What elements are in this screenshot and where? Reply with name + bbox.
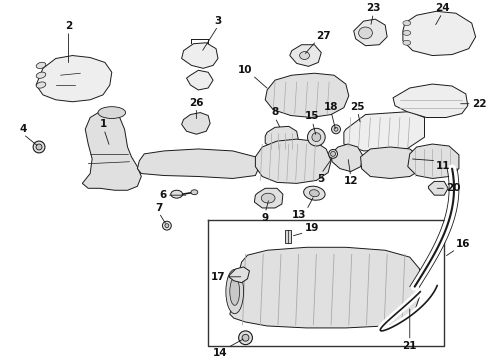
Polygon shape xyxy=(289,45,321,66)
Polygon shape xyxy=(181,43,218,68)
Text: 26: 26 xyxy=(189,98,203,108)
Text: 20: 20 xyxy=(445,183,460,193)
Text: 21: 21 xyxy=(402,341,416,351)
Ellipse shape xyxy=(225,269,243,314)
Ellipse shape xyxy=(229,278,239,305)
Ellipse shape xyxy=(238,331,252,345)
Text: 24: 24 xyxy=(434,3,448,13)
Polygon shape xyxy=(427,181,447,195)
Text: 16: 16 xyxy=(455,239,469,249)
Ellipse shape xyxy=(402,21,410,26)
Ellipse shape xyxy=(303,186,325,200)
Ellipse shape xyxy=(242,334,248,341)
Ellipse shape xyxy=(36,82,46,88)
Polygon shape xyxy=(137,149,259,179)
Polygon shape xyxy=(82,112,141,190)
Text: 5: 5 xyxy=(317,174,324,184)
Ellipse shape xyxy=(170,190,182,198)
Polygon shape xyxy=(343,112,424,151)
Polygon shape xyxy=(254,188,283,208)
Ellipse shape xyxy=(330,152,335,156)
Text: 15: 15 xyxy=(305,112,319,121)
Ellipse shape xyxy=(36,72,46,78)
Text: 11: 11 xyxy=(435,161,450,171)
Polygon shape xyxy=(181,113,210,134)
Polygon shape xyxy=(402,11,475,55)
Text: 22: 22 xyxy=(471,99,485,109)
Text: 18: 18 xyxy=(323,102,338,112)
Ellipse shape xyxy=(402,40,410,45)
Text: 7: 7 xyxy=(155,203,163,213)
Polygon shape xyxy=(285,230,290,243)
Polygon shape xyxy=(255,139,330,183)
Ellipse shape xyxy=(36,144,42,150)
Polygon shape xyxy=(229,247,419,328)
Text: 1: 1 xyxy=(100,119,107,129)
Ellipse shape xyxy=(402,31,410,35)
Polygon shape xyxy=(186,70,213,90)
Polygon shape xyxy=(407,144,458,179)
Polygon shape xyxy=(353,19,386,46)
Polygon shape xyxy=(36,55,112,102)
Text: 3: 3 xyxy=(214,16,221,26)
Ellipse shape xyxy=(309,190,319,197)
Ellipse shape xyxy=(36,62,46,68)
Polygon shape xyxy=(228,267,249,283)
Ellipse shape xyxy=(333,127,337,131)
Polygon shape xyxy=(392,84,467,117)
Text: 25: 25 xyxy=(350,102,364,112)
Ellipse shape xyxy=(311,133,320,141)
Text: 10: 10 xyxy=(238,65,252,75)
Ellipse shape xyxy=(331,125,340,134)
Text: 6: 6 xyxy=(159,190,166,200)
Text: 14: 14 xyxy=(213,348,227,357)
Polygon shape xyxy=(264,73,348,117)
Text: 8: 8 xyxy=(271,108,278,117)
Text: 17: 17 xyxy=(211,272,225,282)
Text: 13: 13 xyxy=(291,210,306,220)
Ellipse shape xyxy=(299,51,309,59)
Ellipse shape xyxy=(307,128,325,146)
Ellipse shape xyxy=(358,27,372,39)
Ellipse shape xyxy=(191,190,198,195)
Polygon shape xyxy=(360,147,419,179)
Polygon shape xyxy=(330,144,363,172)
Ellipse shape xyxy=(162,221,171,230)
Ellipse shape xyxy=(98,107,125,118)
Polygon shape xyxy=(264,126,298,152)
Text: 27: 27 xyxy=(316,31,330,41)
Text: 12: 12 xyxy=(343,176,357,186)
Ellipse shape xyxy=(261,193,274,203)
Text: 23: 23 xyxy=(366,3,380,13)
Text: 19: 19 xyxy=(304,222,318,233)
Ellipse shape xyxy=(164,224,168,228)
Ellipse shape xyxy=(33,141,45,153)
Ellipse shape xyxy=(328,149,337,158)
Text: 2: 2 xyxy=(65,21,72,31)
Text: 4: 4 xyxy=(20,124,27,134)
Text: 9: 9 xyxy=(261,213,268,223)
